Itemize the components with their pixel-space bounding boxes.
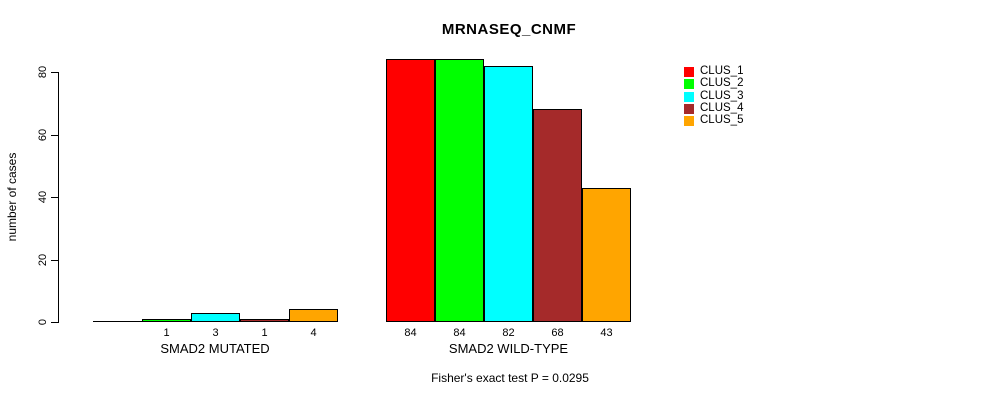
y-tick-80 [51,72,59,73]
legend-swatch-clus_1 [684,66,694,77]
legend-swatch-clus_2 [684,78,694,89]
bar-value-label: 1 [261,327,268,339]
y-tick-0 [51,322,59,323]
bar-value-label: 84 [453,327,466,339]
legend-label: CLUS_3 [700,90,744,102]
legend-item-clus_4: CLUS_4 [684,102,744,114]
bar-value-label: 1 [163,327,170,339]
fisher-test-annotation: Fisher's exact test P = 0.0295 [431,371,589,385]
legend-swatch-clus_4 [684,103,694,114]
legend-item-clus_5: CLUS_5 [684,114,744,126]
y-tick-label-80: 80 [37,65,49,79]
legend-label: CLUS_5 [700,114,744,126]
legend-item-clus_2: CLUS_2 [684,77,744,89]
bar-clus_1-wild-type [386,59,435,322]
x-group-label-wild-type: SMAD2 WILD-TYPE [448,341,569,356]
legend-swatch-clus_3 [684,91,694,102]
bar-clus_5-mutated [289,309,338,322]
bar-clus_5-wild-type [582,188,631,322]
bar-value-label: 68 [551,327,564,339]
y-tick-20 [51,260,59,261]
y-tick-label-0: 0 [37,318,49,326]
bar-value-label: 4 [310,327,317,339]
legend-swatch-clus_5 [684,115,694,126]
chart-title: MRNASEQ_CNMF [441,21,577,38]
bar-value-label: 3 [212,327,219,339]
legend-label: CLUS_1 [700,65,744,77]
bar-clus_4-mutated [240,319,289,322]
bar-clus_4-wild-type [533,109,582,322]
legend-label: CLUS_2 [700,77,744,89]
bar-clus_3-wild-type [484,66,533,322]
bar-value-label: 84 [404,327,417,339]
y-tick-label-60: 60 [37,128,49,142]
bar-clus_3-mutated [191,313,240,322]
y-tick-60 [51,135,59,136]
legend-item-clus_3: CLUS_3 [684,90,744,102]
legend-item-clus_1: CLUS_1 [684,65,744,77]
bar-value-label: 82 [502,327,515,339]
legend-label: CLUS_4 [700,102,744,114]
bar-value-label: 43 [600,327,613,339]
y-tick-40 [51,197,59,198]
x-group-label-mutated: SMAD2 MUTATED [160,341,270,356]
y-tick-label-20: 20 [37,253,49,267]
y-axis-label: number of cases [5,152,19,242]
bar-clus_1-mutated [93,321,143,322]
bar-clus_2-mutated [142,319,191,322]
y-tick-label-40: 40 [37,190,49,204]
bar-clus_2-wild-type [435,59,484,322]
